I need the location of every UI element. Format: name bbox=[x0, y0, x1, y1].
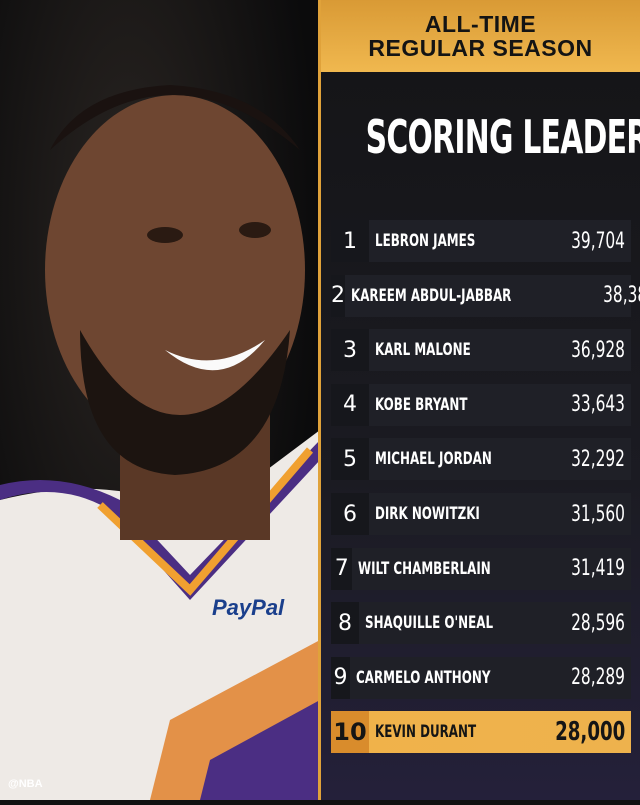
points: 28,289 bbox=[571, 665, 625, 691]
leaderboard-panel: ALL-TIME REGULAR SEASON SCORING LEADERS … bbox=[318, 0, 640, 800]
points: 38,387 bbox=[603, 283, 640, 309]
rank: 1 bbox=[331, 220, 369, 262]
player-name: KAREEM ABDUL-JABBAR bbox=[351, 285, 512, 306]
points: 28,596 bbox=[571, 610, 625, 636]
points: 33,643 bbox=[571, 392, 625, 418]
leader-row: 1 LEBRON JAMES 39,704 bbox=[331, 220, 631, 262]
rank: 10 bbox=[331, 711, 369, 754]
leader-row: 9 CARMELO ANTHONY 28,289 bbox=[331, 656, 631, 699]
points: 36,928 bbox=[571, 337, 625, 363]
player-name: LEBRON JAMES bbox=[375, 231, 476, 251]
leader-row: 7 WILT CHAMBERLAIN 31,419 bbox=[331, 547, 631, 590]
leader-row: 5 MICHAEL JORDAN 32,292 bbox=[331, 438, 631, 481]
rank: 2 bbox=[331, 274, 345, 317]
rank: 8 bbox=[331, 602, 360, 645]
points: 39,704 bbox=[571, 228, 625, 254]
page-title: SCORING LEADERS bbox=[365, 110, 640, 164]
player-name: WILT CHAMBERLAIN bbox=[358, 558, 492, 579]
player-name: SHAQUILLE O'NEAL bbox=[365, 613, 494, 634]
leader-row: 3 KARL MALONE 36,928 bbox=[331, 329, 631, 372]
points: 31,560 bbox=[571, 501, 625, 527]
player-name: DIRK NOWITZKI bbox=[375, 504, 480, 524]
rank: 7 bbox=[331, 547, 353, 590]
rank: 3 bbox=[331, 329, 369, 372]
rank: 9 bbox=[331, 656, 350, 699]
player-name: KEVIN DURANT bbox=[375, 722, 477, 743]
player-name: KOBE BRYANT bbox=[375, 394, 468, 415]
player-name: CARMELO ANTHONY bbox=[355, 667, 491, 688]
nba-watermark: @NBA bbox=[8, 778, 43, 790]
player-name: KARL MALONE bbox=[375, 340, 471, 361]
player-photo: PayPal bbox=[0, 0, 320, 800]
banner-line1: ALL-TIME bbox=[424, 11, 537, 37]
rank: 5 bbox=[331, 438, 369, 481]
leader-row: 8 SHAQUILLE O'NEAL 28,596 bbox=[331, 602, 631, 645]
rank: 6 bbox=[331, 493, 369, 535]
points: 32,292 bbox=[571, 446, 625, 472]
rank: 4 bbox=[331, 383, 369, 426]
leader-row: 10 KEVIN DURANT 28,000 bbox=[331, 711, 631, 754]
leader-row: 2 KAREEM ABDUL-JABBAR 38,387 bbox=[331, 274, 640, 317]
points: 31,419 bbox=[571, 556, 625, 582]
leader-row: 4 KOBE BRYANT 33,643 bbox=[331, 383, 631, 426]
points: 28,000 bbox=[554, 717, 625, 748]
header-banner: ALL-TIME REGULAR SEASON bbox=[321, 0, 640, 72]
leader-row: 6 DIRK NOWITZKI 31,560 bbox=[331, 493, 631, 535]
sponsor-logo: PayPal bbox=[212, 595, 285, 620]
player-name: MICHAEL JORDAN bbox=[375, 449, 492, 470]
banner-line2: REGULAR SEASON bbox=[368, 35, 593, 61]
